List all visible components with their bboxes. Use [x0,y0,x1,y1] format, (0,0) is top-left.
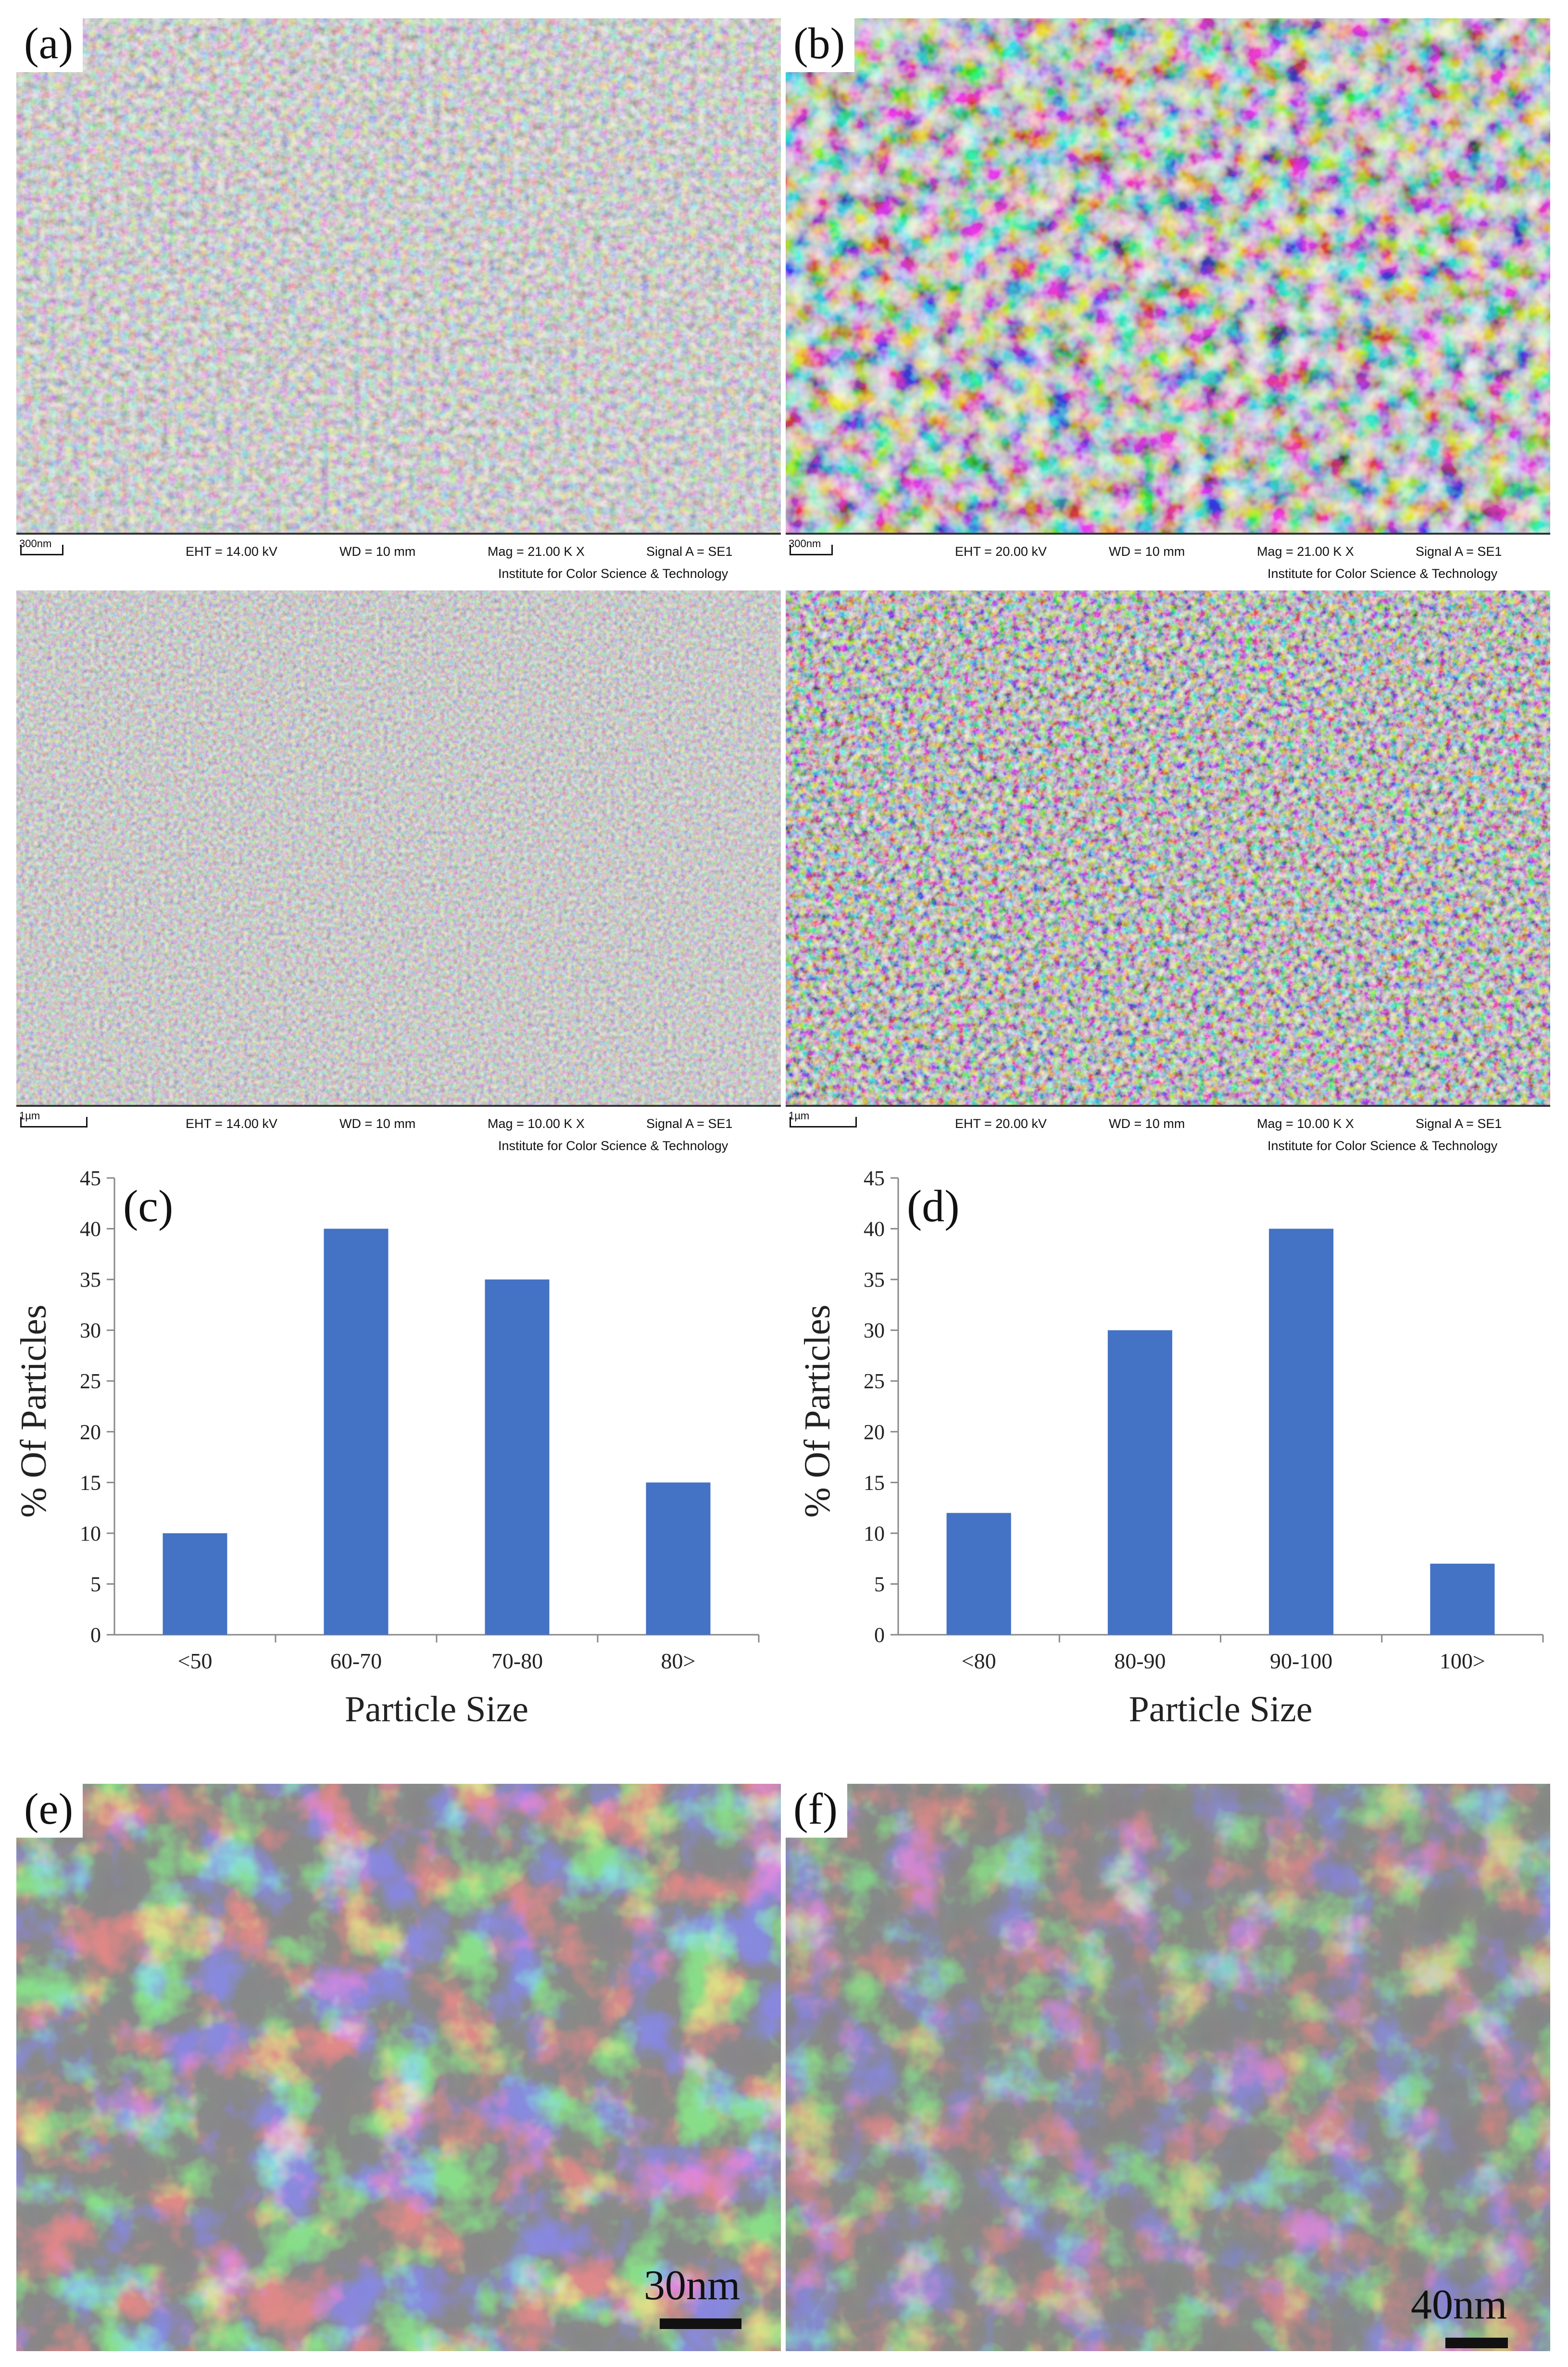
panel-label-f: (f) [786,1784,847,1838]
sem-info-bar-a: 300nm EHT = 14.00 kV WD = 10 mm Mag = 21… [16,533,781,590]
x-tick-label: 60-70 [330,1649,382,1673]
sem-image-b [786,18,1550,538]
panel-label-d: (d) [907,1181,960,1231]
panel-label-e: (e) [16,1784,83,1838]
eht-text: EHT = 14.00 kV [186,1116,277,1131]
sem-panel-a: (a) 300nm EHT = 14.00 kV WD = 10 mm Mag … [16,18,781,590]
wd-text: WD = 10 mm [339,1116,415,1131]
y-tick-label: 0 [874,1623,885,1647]
y-tick-label: 15 [80,1471,101,1494]
sem-image-a [16,18,781,538]
y-tick-label: 30 [80,1319,101,1342]
scale-bar [20,554,63,555]
y-axis-title: % Of Particles [13,1304,54,1517]
panel-label-c: (c) [123,1181,173,1231]
scale-label: 1µm [789,1110,809,1122]
y-tick-label: 5 [90,1572,101,1596]
signal-text: Signal A = SE1 [1416,544,1502,559]
institute-text: Institute for Color Science & Technology [1267,1139,1497,1153]
scale-bar [790,1126,857,1127]
wd-text: WD = 10 mm [339,544,415,559]
scale-label: 300nm [19,538,51,550]
signal-text: Signal A = SE1 [646,1116,732,1131]
y-tick-label: 45 [864,1168,885,1190]
x-tick-label: 80> [661,1649,696,1673]
scale-bar [20,1126,88,1127]
y-tick-label: 20 [864,1420,885,1444]
y-axis-title: % Of Particles [797,1304,838,1517]
y-tick-label: 10 [864,1522,885,1545]
bar-1 [163,1533,227,1635]
bar-4 [1430,1564,1494,1635]
x-axis-title: Particle Size [1129,1689,1313,1729]
tem-scale-bar-e [660,2318,741,2329]
sem-image-b-low-mag [786,590,1550,1110]
x-axis-title: Particle Size [345,1689,528,1729]
y-tick-label: 40 [80,1217,101,1241]
y-tick-label: 35 [80,1268,101,1291]
signal-text: Signal A = SE1 [1416,1116,1502,1131]
chart-c: 0 5 10 15 20 25 30 35 40 45 <50 60-70 70-80 80> Partic… [0,1168,784,1760]
mag-text: Mag = 21.00 K X [488,544,585,559]
sem-info-bar-a-low-mag: 1µm EHT = 14.00 kV WD = 10 mm Mag = 10.0… [16,1105,781,1163]
eht-text: EHT = 14.00 kV [186,544,277,559]
institute-text: Institute for Color Science & Technology [498,1139,728,1153]
wd-text: WD = 10 mm [1109,544,1185,559]
institute-text: Institute for Color Science & Technology [1267,566,1497,581]
scale-label: 300nm [789,538,821,550]
sem-panel-b-low-mag: 1µm EHT = 20.00 kV WD = 10 mm Mag = 10.0… [786,590,1550,1163]
tem-panel-f: (f) 40nm [786,1784,1550,2351]
x-tick-label: <80 [962,1649,996,1673]
sem-info-bar-b: 300nm EHT = 20.00 kV WD = 10 mm Mag = 21… [786,533,1550,590]
sem-panel-b: (b) 300nm EHT = 20.00 kV WD = 10 mm Mag … [786,18,1550,590]
bar-4 [646,1482,711,1635]
y-tick-label: 10 [80,1522,101,1545]
x-tick-label: 80-90 [1114,1649,1166,1673]
institute-text: Institute for Color Science & Technology [498,566,728,581]
panel-label-b: (b) [786,18,854,72]
tem-scale-label-e: 30nm [644,2265,740,2307]
tem-scale-bar-f [1445,2338,1508,2348]
signal-text: Signal A = SE1 [646,544,732,559]
sem-info-bar-b-low-mag: 1µm EHT = 20.00 kV WD = 10 mm Mag = 10.0… [786,1105,1550,1163]
tem-panel-e: (e) 30nm [16,1784,781,2351]
x-tick-label: 70-80 [491,1649,543,1673]
x-tick-label: <50 [178,1649,213,1673]
y-tick-label: 25 [864,1369,885,1393]
panel-label-a: (a) [16,18,83,72]
tem-scale-label-f: 40nm [1411,2284,1507,2326]
y-tick-label: 5 [874,1572,885,1596]
y-tick-label: 25 [80,1369,101,1393]
mag-text: Mag = 10.00 K X [488,1116,585,1131]
chart-d: 0 5 10 15 20 25 30 35 40 45 <80 80-90 90-100 100> Part… [784,1168,1568,1760]
mag-text: Mag = 21.00 K X [1257,544,1354,559]
sem-panel-a-low-mag: 1µm EHT = 14.00 kV WD = 10 mm Mag = 10.0… [16,590,781,1163]
bar-2 [1108,1330,1172,1635]
x-tick-label: 100> [1440,1649,1485,1673]
eht-text: EHT = 20.00 kV [955,1116,1047,1131]
bar-3 [485,1279,550,1635]
y-tick-label: 20 [80,1420,101,1444]
scale-label: 1µm [19,1110,40,1122]
bar-1 [947,1513,1011,1635]
scale-bar [790,554,833,555]
sem-image-a-low-mag [16,590,781,1110]
y-tick-label: 35 [864,1268,885,1291]
bar-3 [1269,1229,1333,1635]
wd-text: WD = 10 mm [1109,1116,1185,1131]
bar-2 [324,1229,389,1635]
eht-text: EHT = 20.00 kV [955,544,1047,559]
tem-image-f [786,1784,1550,2351]
y-tick-label: 30 [864,1319,885,1342]
y-tick-label: 40 [864,1217,885,1241]
mag-text: Mag = 10.00 K X [1257,1116,1354,1131]
y-tick-label: 15 [864,1471,885,1494]
x-tick-label: 90-100 [1270,1649,1332,1673]
y-tick-label: 0 [90,1623,101,1647]
y-tick-label: 45 [80,1168,101,1190]
